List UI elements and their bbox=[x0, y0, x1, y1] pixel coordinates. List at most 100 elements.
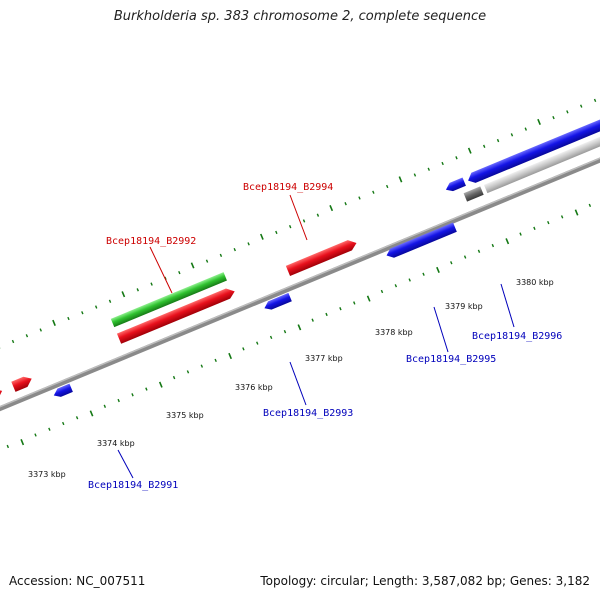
topology-summary: Topology: circular; Length: 3,587,082 bp… bbox=[260, 574, 590, 588]
gene-arrow-forward[interactable] bbox=[0, 386, 4, 439]
minor-tick bbox=[422, 272, 425, 276]
gene-label-b2991[interactable]: Bcep18194_B2991 bbox=[88, 480, 178, 491]
map-title: Burkholderia sp. 383 chromosome 2, compl… bbox=[113, 9, 487, 24]
minor-tick bbox=[275, 230, 278, 235]
major-tick bbox=[121, 291, 126, 298]
minor-tick bbox=[200, 364, 204, 368]
minor-tick bbox=[302, 219, 306, 223]
major-tick bbox=[228, 352, 233, 360]
leader-line bbox=[149, 246, 173, 294]
minor-tick bbox=[579, 104, 583, 108]
scale-label: 3374 kbp bbox=[97, 439, 135, 448]
inner-tick-row bbox=[6, 203, 592, 449]
minor-tick bbox=[242, 347, 245, 351]
minor-tick bbox=[178, 270, 181, 275]
outer-tick-row bbox=[0, 98, 597, 349]
gene-label-b2992[interactable]: Bcep18194_B2992 bbox=[106, 236, 196, 247]
minor-tick bbox=[311, 318, 314, 322]
minor-tick bbox=[372, 190, 375, 194]
minor-tick bbox=[25, 334, 29, 338]
gene-label-b2993[interactable]: Bcep18194_B2993 bbox=[263, 408, 353, 419]
minor-tick bbox=[172, 375, 176, 380]
scale-label: 3379 kbp bbox=[445, 302, 483, 311]
minor-tick bbox=[588, 203, 592, 208]
minor-tick bbox=[233, 247, 236, 252]
minor-tick bbox=[186, 370, 190, 374]
minor-tick bbox=[67, 316, 70, 321]
major-tick bbox=[537, 118, 541, 126]
major-tick bbox=[52, 319, 56, 326]
minor-tick bbox=[427, 167, 430, 171]
minor-tick bbox=[150, 282, 153, 286]
minor-tick bbox=[519, 232, 522, 236]
minor-tick bbox=[560, 215, 564, 219]
major-tick bbox=[329, 204, 334, 212]
minor-tick bbox=[385, 184, 389, 189]
major-tick bbox=[260, 233, 264, 240]
minor-tick bbox=[339, 307, 342, 311]
chromosome-backbone bbox=[0, 123, 600, 450]
leader-line bbox=[289, 194, 308, 241]
minor-tick bbox=[593, 98, 597, 103]
minor-tick bbox=[547, 220, 550, 225]
gene-arrow-reverse[interactable] bbox=[444, 177, 466, 193]
minor-tick bbox=[510, 133, 514, 137]
minor-tick bbox=[496, 138, 500, 143]
minor-tick bbox=[256, 341, 259, 345]
minor-tick bbox=[463, 255, 467, 259]
gene-arrow-reverse[interactable] bbox=[263, 292, 292, 312]
minor-tick bbox=[566, 110, 569, 114]
major-tick bbox=[20, 439, 25, 446]
minor-tick bbox=[358, 196, 361, 200]
gene-arrow-forward[interactable] bbox=[116, 286, 237, 344]
minor-tick bbox=[103, 404, 107, 408]
minor-tick bbox=[6, 444, 10, 449]
leader-line bbox=[433, 306, 449, 353]
minor-tick bbox=[491, 243, 495, 248]
minor-tick bbox=[413, 173, 417, 177]
minor-tick bbox=[450, 261, 453, 265]
gene-arrow-forward[interactable] bbox=[11, 374, 34, 392]
minor-tick bbox=[205, 259, 209, 263]
major-tick bbox=[297, 324, 302, 331]
minor-tick bbox=[136, 288, 139, 292]
minor-tick bbox=[552, 115, 555, 120]
minor-tick bbox=[131, 393, 134, 397]
rna-feature[interactable] bbox=[110, 272, 227, 328]
minor-tick bbox=[482, 144, 486, 148]
scale-label: 3376 kbp bbox=[235, 383, 273, 392]
minor-tick bbox=[269, 335, 273, 340]
gene-label-b2996[interactable]: Bcep18194_B2996 bbox=[472, 331, 562, 342]
minor-tick bbox=[34, 433, 37, 437]
gray-feature[interactable] bbox=[463, 186, 484, 202]
minor-tick bbox=[408, 278, 411, 282]
gene-arrow-forward[interactable] bbox=[285, 237, 359, 276]
gene-arrow-reverse[interactable] bbox=[466, 91, 600, 185]
gene-label-b2994[interactable]: Bcep18194_B2994 bbox=[243, 182, 333, 193]
major-tick bbox=[398, 176, 403, 183]
leader-line bbox=[117, 449, 134, 479]
gene-arrow-reverse[interactable] bbox=[385, 222, 457, 261]
light-gray-feature[interactable] bbox=[483, 106, 600, 194]
scale-label: 3373 kbp bbox=[28, 470, 66, 479]
scale-label: 3378 kbp bbox=[375, 328, 413, 337]
minor-tick bbox=[62, 421, 65, 426]
gene-label-b2995[interactable]: Bcep18194_B2995 bbox=[406, 354, 496, 365]
minor-tick bbox=[441, 161, 444, 166]
minor-tick bbox=[247, 242, 250, 246]
leader-line bbox=[500, 283, 515, 328]
scale-label: 3380 kbp bbox=[516, 278, 554, 287]
leader-line bbox=[289, 361, 307, 406]
minor-tick bbox=[81, 311, 84, 315]
minor-tick bbox=[477, 249, 481, 253]
major-tick bbox=[505, 238, 510, 245]
major-tick bbox=[574, 209, 579, 216]
major-tick bbox=[158, 381, 163, 388]
scale-label: 3377 kbp bbox=[305, 354, 343, 363]
minor-tick bbox=[288, 225, 292, 229]
minor-tick bbox=[455, 156, 458, 160]
minor-tick bbox=[214, 358, 217, 363]
gene-arrow-reverse[interactable] bbox=[52, 383, 73, 400]
minor-tick bbox=[316, 213, 320, 217]
